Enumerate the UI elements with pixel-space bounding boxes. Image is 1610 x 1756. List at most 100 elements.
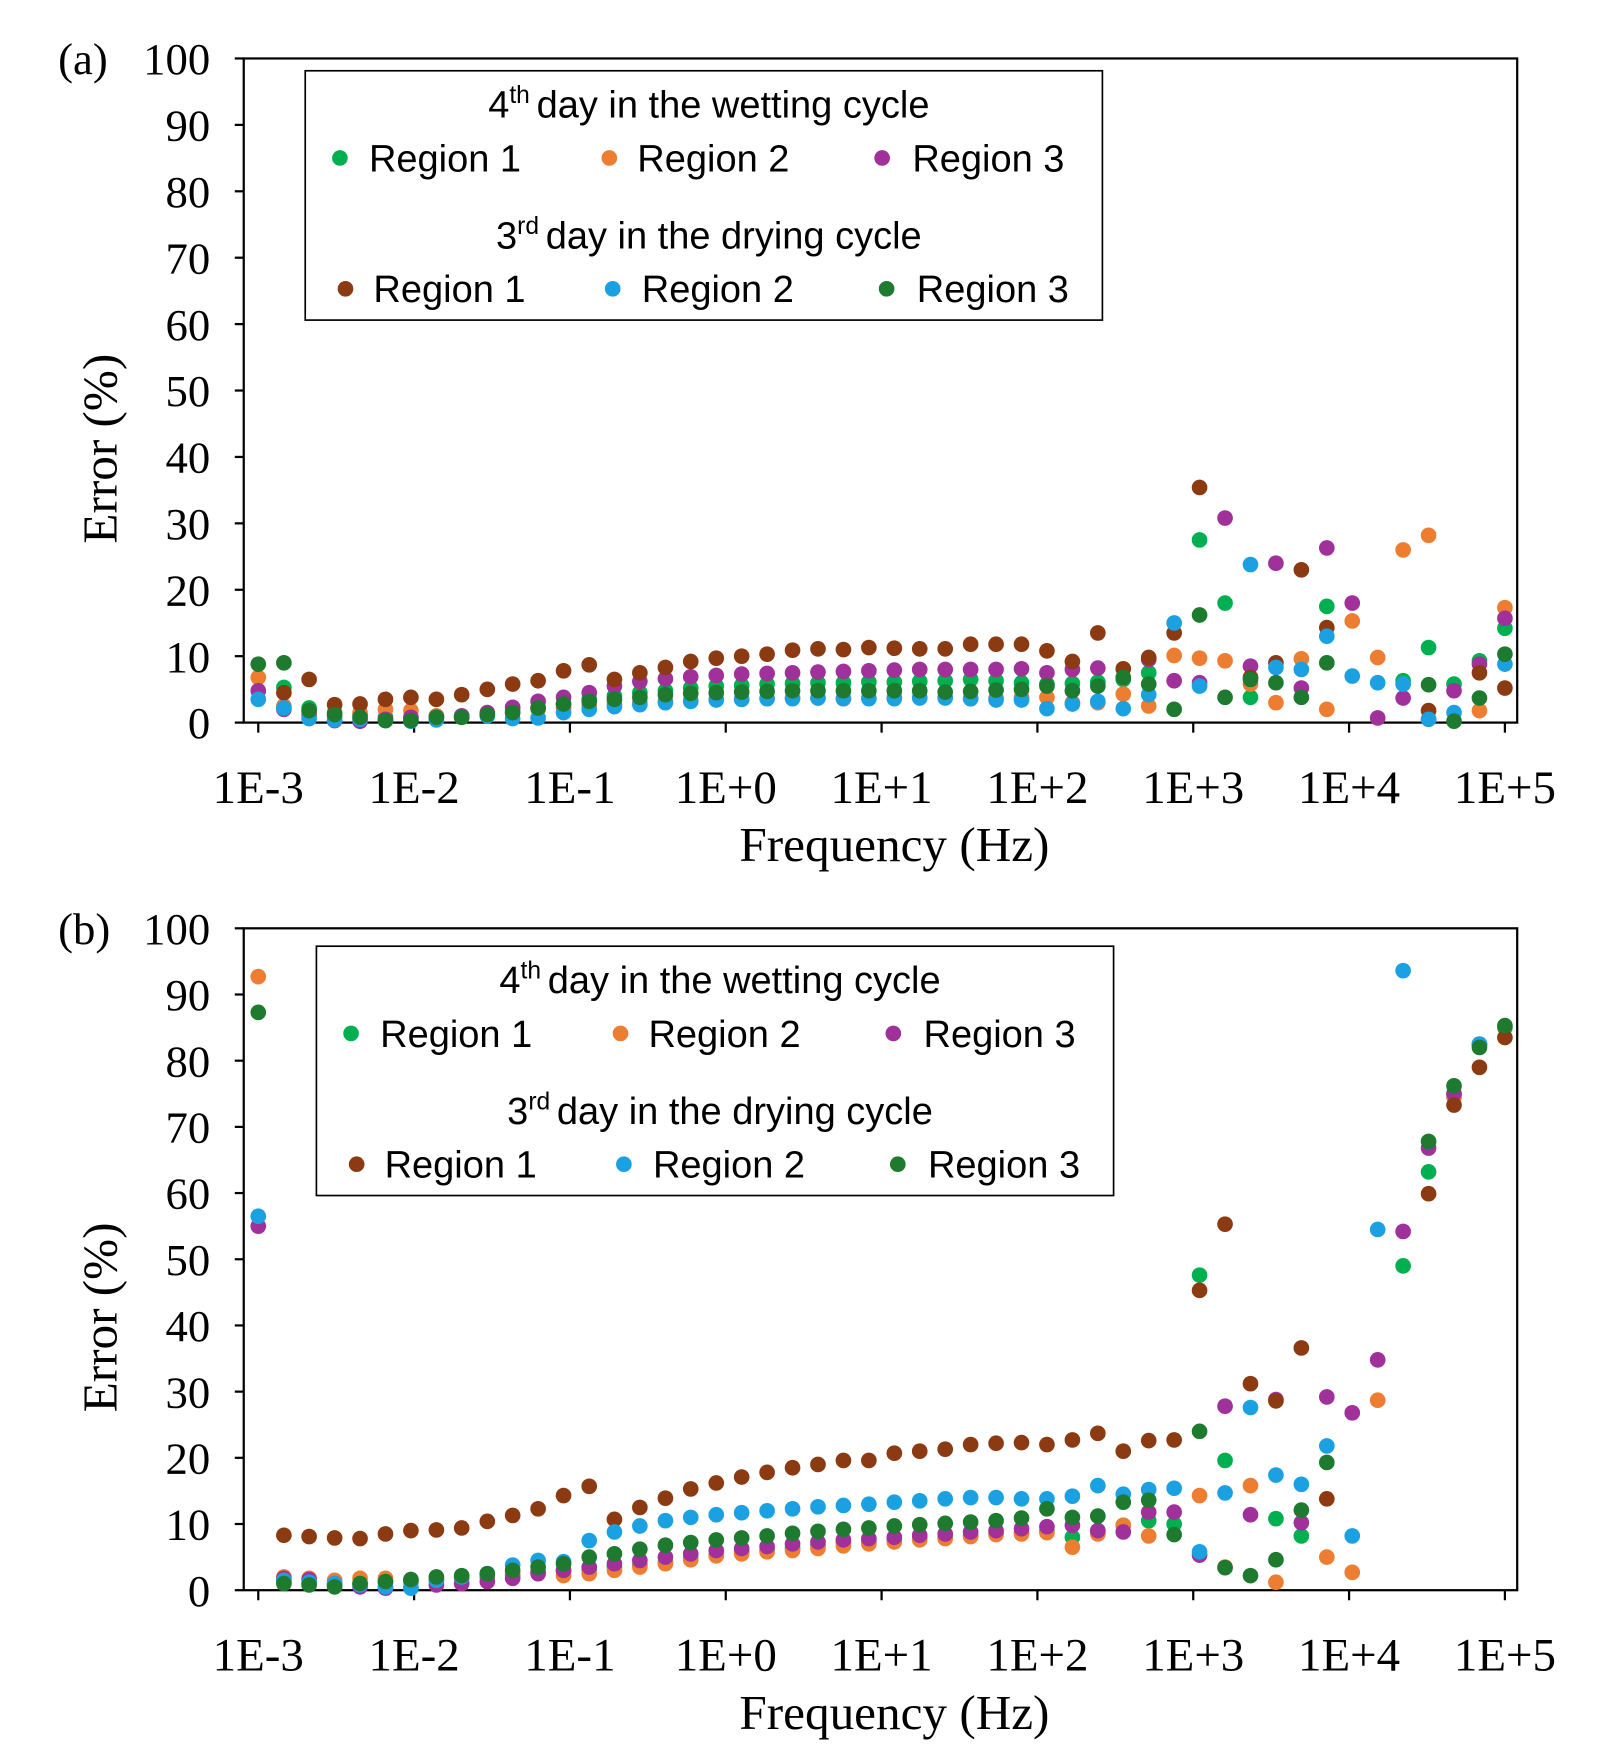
data-point bbox=[1242, 1399, 1259, 1416]
data-point bbox=[1191, 1543, 1208, 1560]
data-point bbox=[810, 1523, 826, 1540]
data-point bbox=[1115, 1524, 1132, 1540]
data-point bbox=[479, 706, 496, 723]
data-point bbox=[403, 1571, 419, 1588]
data-point bbox=[835, 641, 852, 658]
data-point bbox=[1217, 653, 1233, 669]
y-tick-label: 10 bbox=[165, 1500, 210, 1550]
data-point bbox=[810, 682, 826, 699]
data-point bbox=[1039, 1436, 1055, 1453]
data-point bbox=[1471, 664, 1488, 681]
data-point bbox=[962, 1489, 979, 1506]
data-point bbox=[657, 1537, 674, 1554]
legend-marker bbox=[604, 280, 621, 297]
y-tick-label: 80 bbox=[165, 1036, 210, 1086]
data-point bbox=[1191, 532, 1208, 548]
data-point bbox=[810, 641, 826, 657]
data-point bbox=[1191, 479, 1208, 496]
data-point bbox=[886, 1494, 903, 1510]
data-point bbox=[708, 1506, 725, 1523]
data-point bbox=[555, 1555, 572, 1572]
title-superscript: th bbox=[509, 82, 529, 109]
data-point bbox=[1090, 693, 1106, 710]
y-tick-label: 0 bbox=[188, 698, 210, 748]
data-point bbox=[1115, 700, 1132, 717]
data-point bbox=[352, 1530, 368, 1547]
data-point bbox=[1166, 1504, 1182, 1520]
data-point bbox=[962, 661, 979, 678]
legend-group-title: 4th day in the wetting cycle bbox=[499, 958, 940, 1003]
data-point bbox=[504, 1507, 521, 1524]
y-tick-label: 70 bbox=[165, 233, 210, 283]
data-point bbox=[1344, 613, 1361, 629]
data-point bbox=[1191, 678, 1208, 694]
data-point bbox=[962, 683, 979, 700]
data-point bbox=[937, 672, 954, 689]
legend-marker bbox=[348, 1156, 365, 1173]
data-point bbox=[962, 636, 979, 653]
data-point bbox=[301, 671, 317, 688]
y-tick-label: 50 bbox=[165, 366, 210, 416]
data-point bbox=[1497, 680, 1513, 696]
data-point bbox=[1268, 659, 1284, 676]
data-point bbox=[657, 1490, 674, 1507]
data-point bbox=[733, 684, 750, 700]
y-tick-label: 50 bbox=[165, 1235, 210, 1285]
data-point bbox=[555, 696, 572, 712]
legend-marker bbox=[343, 1025, 359, 1042]
data-point bbox=[1140, 664, 1157, 681]
data-point bbox=[1039, 1500, 1055, 1517]
data-point bbox=[861, 682, 877, 699]
x-tick-label: 1E+0 bbox=[675, 1630, 777, 1682]
data-point bbox=[606, 1524, 623, 1540]
data-point bbox=[937, 641, 954, 657]
data-point bbox=[606, 691, 623, 708]
data-point bbox=[250, 968, 267, 985]
x-tick-label: 1E+5 bbox=[1454, 762, 1556, 814]
data-point bbox=[1140, 676, 1157, 692]
title-superscript: rd bbox=[528, 1088, 550, 1115]
data-point bbox=[352, 1575, 368, 1592]
data-point bbox=[886, 1445, 903, 1462]
data-point bbox=[250, 691, 267, 708]
x-tick-label: 1E+5 bbox=[1454, 1630, 1556, 1682]
data-point bbox=[326, 1579, 343, 1595]
title-rest: day in the wetting cycle bbox=[548, 960, 941, 1002]
chart-panel: (a) 0 10 20 30 40 50 60 70 80 90 100 1E-3 1E-2 1E-1 1E+… bbox=[58, 34, 1556, 872]
data-point bbox=[1166, 701, 1182, 718]
x-tick-label: 1E+3 bbox=[1142, 762, 1244, 814]
data-point bbox=[1318, 628, 1335, 645]
data-point bbox=[708, 1475, 725, 1491]
data-point bbox=[504, 676, 521, 692]
data-point bbox=[1039, 643, 1055, 659]
data-point bbox=[1217, 689, 1233, 706]
data-point bbox=[886, 682, 903, 699]
y-axis-title: Error (%) bbox=[72, 354, 127, 544]
data-point bbox=[682, 668, 699, 685]
y-tick-label: 70 bbox=[165, 1103, 210, 1153]
legend-marker bbox=[601, 150, 618, 166]
data-point bbox=[250, 669, 267, 686]
y-tick-label: 90 bbox=[165, 101, 210, 151]
data-point bbox=[911, 682, 928, 699]
data-point bbox=[1242, 1375, 1259, 1392]
data-point bbox=[1217, 1485, 1233, 1501]
data-point bbox=[606, 1545, 623, 1562]
data-point bbox=[937, 1515, 954, 1532]
data-point bbox=[428, 709, 445, 726]
data-point bbox=[1064, 1509, 1081, 1526]
data-point bbox=[1420, 1185, 1437, 1202]
data-point bbox=[682, 653, 699, 670]
x-tick-label: 1E-2 bbox=[368, 762, 459, 814]
data-point bbox=[1242, 556, 1259, 573]
legend-marker bbox=[337, 280, 354, 297]
data-point bbox=[479, 681, 496, 698]
legend-label: Region 1 bbox=[380, 1014, 532, 1056]
title-rest: day in the drying cycle bbox=[546, 216, 922, 258]
data-point bbox=[657, 659, 674, 676]
data-point bbox=[403, 689, 419, 706]
data-point bbox=[988, 1435, 1004, 1452]
data-point bbox=[733, 666, 750, 682]
data-point bbox=[530, 672, 546, 689]
